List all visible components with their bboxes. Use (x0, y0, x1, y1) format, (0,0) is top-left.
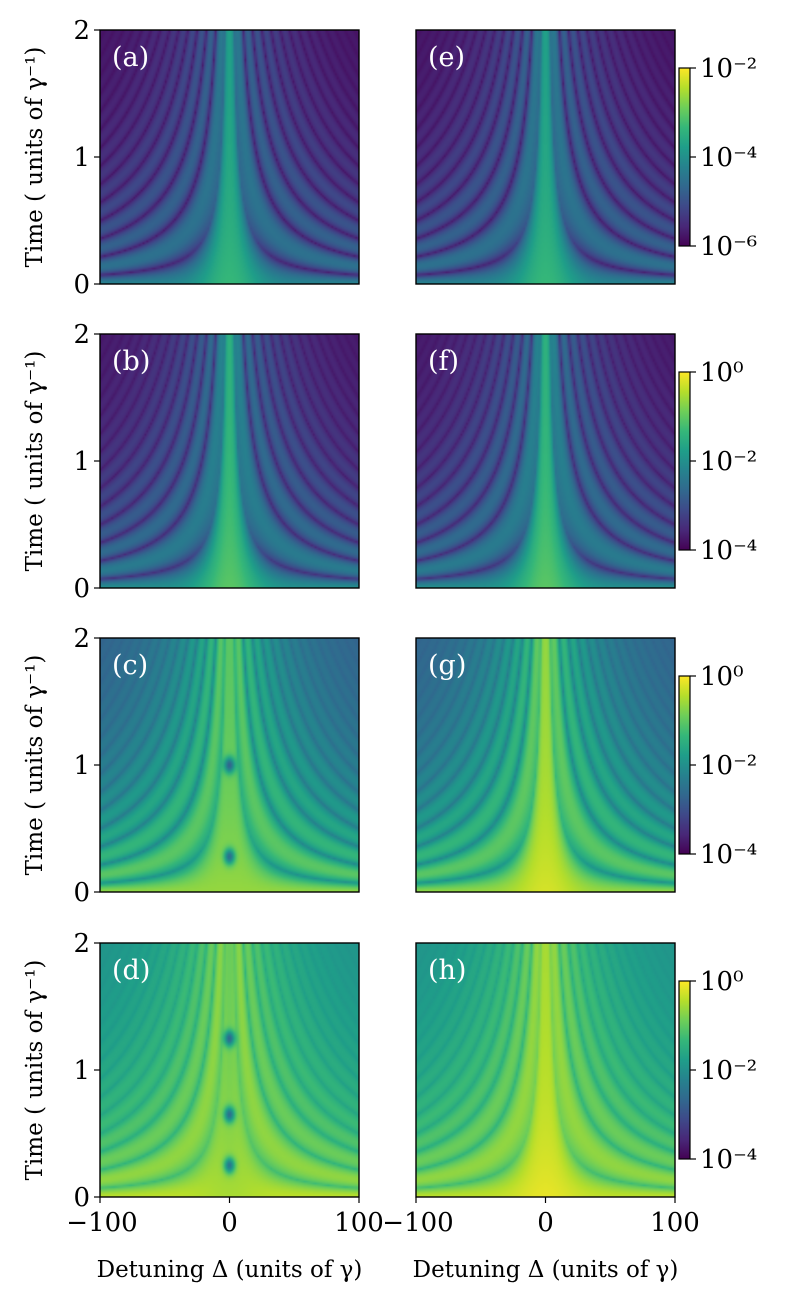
x-axis-label: Detuning Δ (units of γ) (413, 1257, 679, 1283)
colorbar: 10⁻² 10⁻⁴ 10⁻⁶ (678, 54, 757, 262)
panel-label: (a) (112, 42, 149, 73)
x-tick-label: 0 (221, 1208, 238, 1238)
colorbar-tick-label: 10⁻⁴ (700, 1145, 757, 1175)
y-tick-label: 2 (73, 320, 90, 350)
y-tick-label: 1 (73, 1056, 90, 1086)
panel-label: (f) (428, 346, 459, 377)
panel-b: (b) 0 1 2 Time ( units of γ⁻¹) (22, 320, 360, 604)
colorbar-gradient (678, 980, 691, 1160)
y-tick-label: 2 (73, 929, 90, 959)
colorbar-gradient (678, 675, 691, 855)
colorbar: 10⁰ 10⁻² 10⁻⁴ (678, 662, 757, 870)
colorbar-tick-label: 10⁻⁴ (700, 840, 757, 870)
colorbar-tick-label: 10⁻² (700, 54, 757, 84)
heatmap-image (100, 943, 359, 1197)
y-tick-label: 0 (73, 270, 90, 300)
colorbar-tick-label: 10⁰ (700, 662, 744, 692)
panel-e: (e) 10⁻² 10⁻⁴ 10⁻⁶ (415, 29, 757, 285)
x-tick-label: 100 (650, 1208, 700, 1238)
x-tick-label: 0 (537, 1208, 554, 1238)
colorbar: 10⁰ 10⁻² 10⁻⁴ (678, 967, 757, 1175)
heatmap-image (100, 638, 359, 892)
colorbar-tick-label: 10⁻² (700, 1056, 757, 1086)
heatmap-image (416, 943, 675, 1197)
y-axis-label: Time ( units of γ⁻¹) (22, 351, 48, 572)
y-tick-label: 2 (73, 16, 90, 46)
y-tick-label: 1 (73, 447, 90, 477)
colorbar-tick-label: 10⁻⁴ (700, 143, 757, 173)
x-tick-label: 100 (334, 1208, 384, 1238)
y-tick-label: 2 (73, 624, 90, 654)
colorbar-tick-label: 10⁻² (700, 751, 757, 781)
y-tick-label: 0 (73, 878, 90, 908)
heatmap-image (416, 334, 675, 588)
panel-label: (g) (428, 650, 466, 681)
y-axis-label: Time ( units of γ⁻¹) (22, 960, 48, 1181)
plot-frame (415, 637, 676, 893)
panel-label: (d) (112, 955, 150, 986)
heatmap-image (416, 638, 675, 892)
colorbar-tick-label: 10⁻² (700, 447, 757, 477)
colorbar-tick-label: 10⁻⁴ (700, 536, 757, 566)
y-tick-label: 0 (73, 1183, 90, 1213)
y-tick-label: 0 (73, 574, 90, 604)
colorbar-gradient (678, 67, 691, 247)
panel-label: (b) (112, 346, 150, 377)
y-axis-label: Time ( units of γ⁻¹) (22, 655, 48, 876)
colorbar-tick-label: 10⁰ (700, 967, 744, 997)
panel-label: (c) (112, 650, 148, 681)
plot-frame (415, 333, 676, 589)
plot-frame (415, 29, 676, 285)
colorbar-tick-label: 10⁰ (700, 358, 744, 388)
colorbar-gradient (678, 371, 691, 551)
colorbar-tick-label: 10⁻⁶ (700, 232, 757, 262)
colorbar: 10⁰ 10⁻² 10⁻⁴ (678, 358, 757, 566)
x-axis-label: Detuning Δ (units of γ) (97, 1257, 363, 1283)
panel-g: (g) 10⁰ 10⁻² 10⁻⁴ (415, 637, 757, 893)
panel-a: (a) 0 1 2 Time ( units of γ⁻¹) (22, 16, 360, 300)
panel-c: (c) 0 1 2 Time ( units of γ⁻¹) (22, 624, 360, 908)
heatmap-image (100, 30, 359, 284)
y-tick-label: 1 (73, 751, 90, 781)
y-axis-label: Time ( units of γ⁻¹) (22, 47, 48, 268)
panel-h: (h) −100 0 100 Detuning Δ (units of γ) 10⁰ 10⁻… (382, 942, 757, 1283)
x-tick-label: −100 (66, 1208, 137, 1238)
panel-f: (f) 10⁰ 10⁻² 10⁻⁴ (415, 333, 757, 589)
x-tick-label: −100 (382, 1208, 453, 1238)
heatmap-image (416, 30, 675, 284)
panel-label: (h) (428, 955, 466, 986)
heatmap-image (100, 334, 359, 588)
y-tick-label: 1 (73, 143, 90, 173)
panel-label: (e) (428, 42, 465, 73)
